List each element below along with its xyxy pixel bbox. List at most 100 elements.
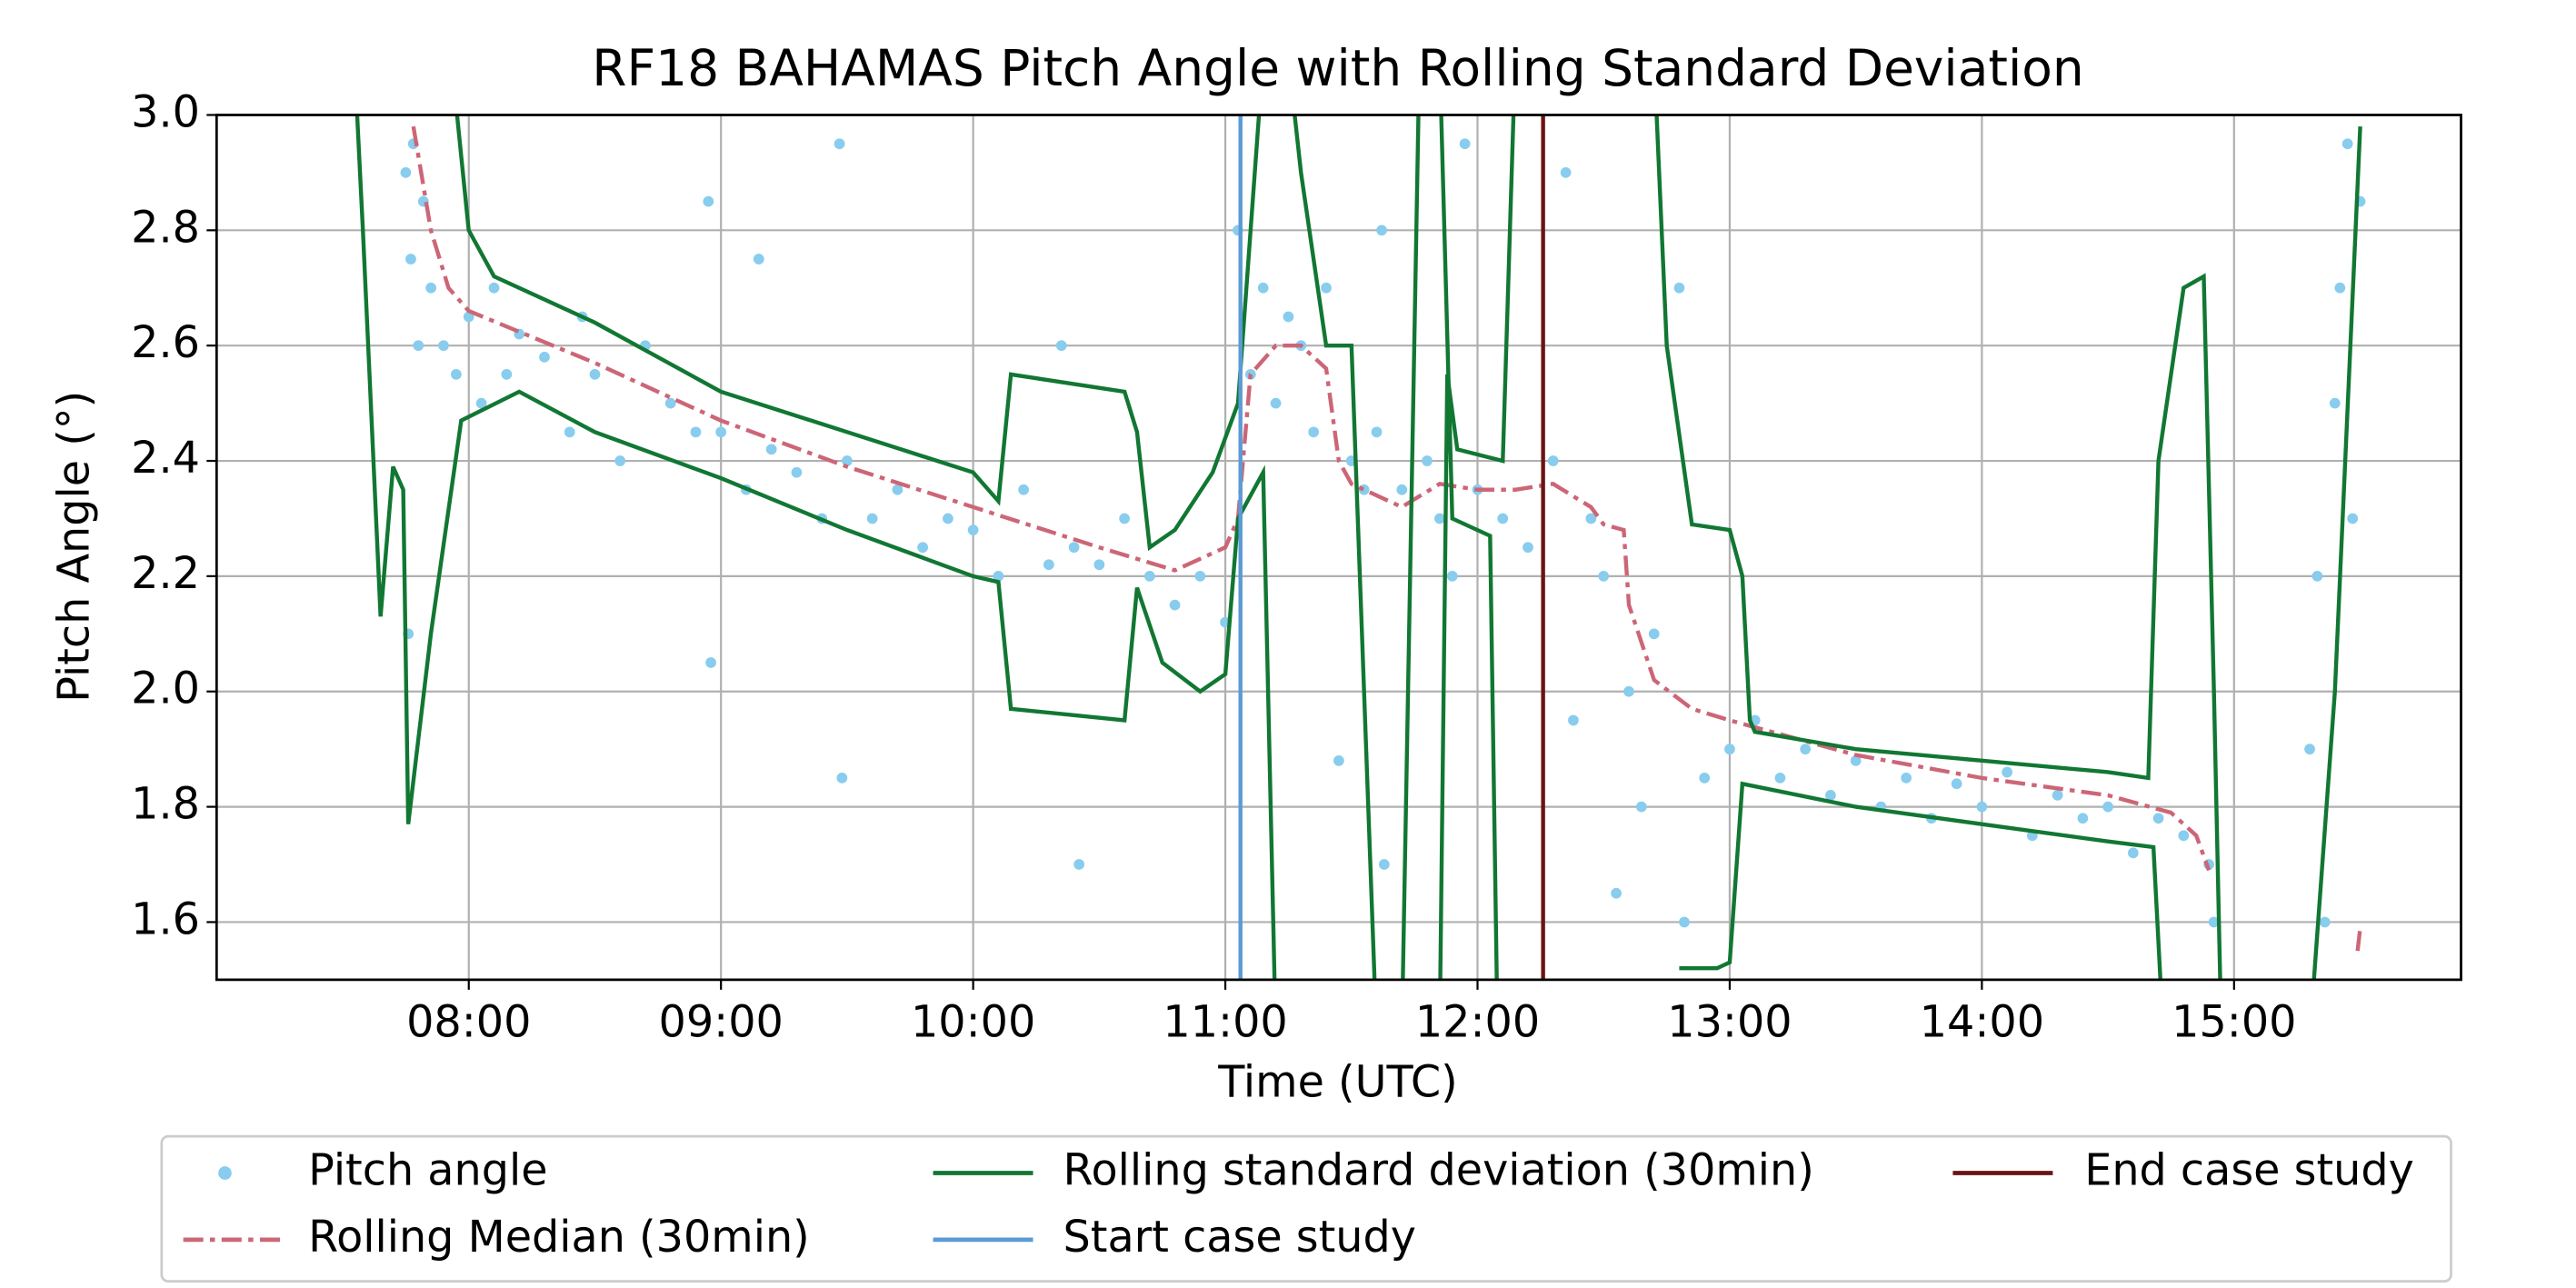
y-tick-label: 1.6: [131, 894, 200, 944]
y-tick-label: 2.8: [131, 203, 200, 253]
x-tick-label: 11:00: [1163, 997, 1287, 1047]
data-point: [2341, 138, 2353, 150]
x-tick-label: 10:00: [911, 997, 1035, 1047]
data-point: [1446, 571, 1458, 582]
data-point: [1568, 714, 1579, 726]
data-point: [1679, 916, 1690, 928]
x-tick-label: 13:00: [1667, 997, 1792, 1047]
data-point: [866, 513, 878, 524]
data-point: [2102, 801, 2113, 813]
data-point: [1825, 790, 1836, 801]
data-point: [703, 195, 714, 207]
data-point: [705, 657, 716, 668]
data-point: [2152, 813, 2164, 824]
x-axis-label: Time (UTC): [1217, 1057, 1457, 1107]
legend-marker: [218, 1166, 232, 1180]
data-point: [614, 455, 626, 466]
y-tick-label: 3.0: [131, 87, 200, 137]
ticks: 08:00 09:00 10:00 11:00 12:00 13:00 14:00 15:00…: [131, 87, 2296, 1047]
data-point: [1673, 282, 1685, 294]
data-point: [475, 397, 487, 409]
data-point: [1257, 282, 1269, 294]
data-point: [1635, 801, 1647, 813]
data-point: [2178, 830, 2190, 842]
data-point: [1321, 282, 1332, 294]
data-point: [451, 369, 462, 380]
data-point: [1043, 559, 1054, 571]
data-point: [842, 455, 853, 466]
data-point: [1333, 754, 1344, 766]
plot-area: [354, 115, 2366, 980]
x-tick-label: 09:00: [659, 997, 784, 1047]
data-point: [1585, 513, 1597, 524]
data-point: [836, 773, 848, 784]
data-point: [2127, 847, 2139, 859]
data-point: [2077, 813, 2089, 824]
data-point: [1648, 628, 1660, 640]
data-point: [943, 513, 954, 524]
x-tick-label: 08:00: [406, 997, 531, 1047]
data-point: [917, 542, 929, 554]
data-point: [1376, 225, 1387, 236]
data-point: [1434, 513, 1445, 524]
data-point: [664, 397, 676, 409]
y-tick-label: 1.8: [131, 780, 200, 830]
data-point: [1143, 571, 1155, 582]
data-point: [993, 571, 1004, 582]
legend-label: End case study: [2084, 1146, 2414, 1196]
y-tick-label: 2.6: [131, 318, 200, 368]
data-point: [413, 340, 424, 352]
data-point: [2208, 916, 2220, 928]
data-point: [2319, 916, 2331, 928]
data-point: [2304, 744, 2315, 755]
data-point: [564, 426, 575, 438]
data-point: [2311, 571, 2323, 582]
data-point: [892, 484, 904, 495]
data-point: [1724, 744, 1735, 755]
data-point: [2347, 513, 2359, 524]
data-point: [1459, 138, 1471, 150]
data-point: [501, 369, 513, 380]
data-point: [1774, 773, 1786, 784]
data-point: [2002, 766, 2012, 778]
data-point: [1547, 455, 1559, 466]
median-line: [411, 125, 2362, 952]
data-point: [1623, 685, 1634, 697]
data-point: [1371, 426, 1383, 438]
legend-label: Start case study: [1063, 1213, 1416, 1263]
data-point: [834, 138, 845, 150]
data-point: [1068, 542, 1080, 554]
data-point: [791, 466, 803, 478]
data-point: [765, 444, 777, 455]
plot-frame: [215, 114, 2462, 982]
data-point: [1523, 542, 1533, 554]
data-point: [1055, 340, 1067, 352]
data-point: [1611, 887, 1622, 899]
y-tick-label: 2.4: [131, 434, 200, 484]
grid: [216, 114, 2461, 980]
data-point: [1850, 754, 1862, 766]
data-point: [1093, 559, 1105, 571]
data-point: [1270, 397, 1282, 409]
data-point: [1800, 744, 1812, 755]
data-point: [400, 167, 412, 178]
data-point: [1497, 513, 1509, 524]
data-point: [1119, 513, 1130, 524]
data-point: [967, 524, 979, 536]
data-point: [2052, 790, 2063, 801]
data-point: [1901, 773, 1912, 784]
data-point: [1976, 801, 1988, 813]
data-point: [589, 369, 601, 380]
std-upper-line: [454, 115, 2362, 980]
data-point: [1396, 484, 1408, 495]
data-point: [1378, 859, 1390, 870]
legend-label: Rolling Median (30min): [308, 1213, 810, 1263]
data-point: [715, 426, 727, 438]
x-tick-label: 12:00: [1415, 997, 1540, 1047]
data-point: [1951, 778, 1962, 790]
data-point: [425, 282, 436, 294]
legend-box: [160, 1134, 2452, 1283]
data-point: [2334, 282, 2346, 294]
legend: Pitch angle Rolling Median (30min) Rolling…: [183, 1146, 2414, 1263]
data-point: [1598, 571, 1610, 582]
